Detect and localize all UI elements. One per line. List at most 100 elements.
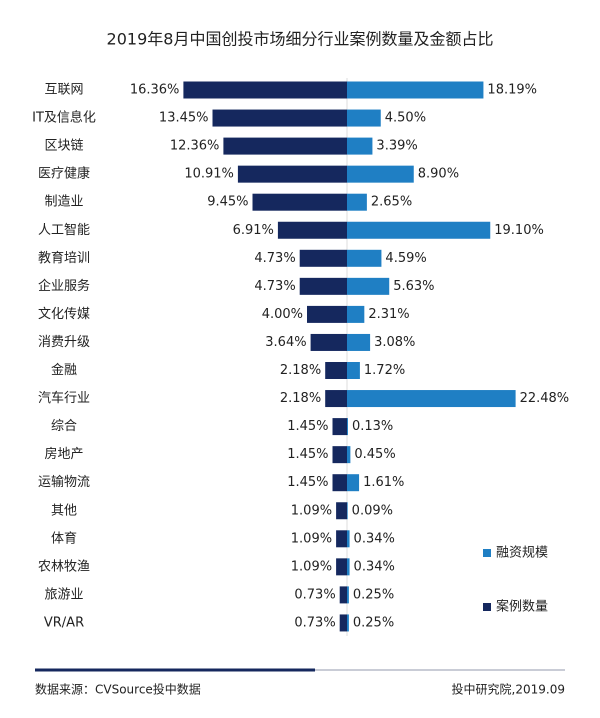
category-label: 企业服务	[38, 278, 90, 294]
value-label: 3.08%	[374, 335, 415, 350]
category-label: VR/AR	[44, 615, 84, 630]
bar	[347, 446, 351, 464]
category-label: 金融	[51, 362, 77, 378]
category-label: 运输物流	[38, 474, 90, 490]
bar	[347, 109, 381, 127]
category-label: 农林牧渔	[38, 559, 90, 574]
value-label: 22.48%	[520, 391, 570, 406]
value-label: 4.73%	[254, 279, 295, 294]
bar	[299, 277, 347, 295]
category-label: 房地产	[44, 446, 83, 462]
bar	[347, 277, 390, 295]
value-label: 4.73%	[254, 251, 295, 266]
category-label: 文化传媒	[38, 307, 90, 322]
value-label: 9.45%	[207, 195, 248, 210]
bar	[212, 109, 347, 127]
bar	[347, 165, 414, 183]
value-label: 0.34%	[354, 559, 395, 574]
category-label: 医疗健康	[38, 166, 90, 182]
category-label: 人工智能	[38, 223, 90, 238]
value-label: 1.72%	[364, 363, 405, 378]
value-label: 5.63%	[393, 279, 434, 294]
bar	[347, 614, 349, 632]
legend-swatch	[483, 549, 491, 557]
legend-label: 案例数量	[496, 600, 548, 615]
category-label: 教育培训	[38, 250, 90, 266]
value-label: 2.65%	[371, 195, 412, 210]
legend-swatch	[483, 603, 491, 611]
value-label: 1.45%	[287, 475, 328, 490]
value-label: 4.50%	[385, 111, 426, 126]
category-label: IT及信息化	[32, 110, 96, 126]
value-label: 1.45%	[287, 447, 328, 462]
source: 数据来源：CVSource投中数据	[35, 682, 201, 697]
value-label: 0.25%	[353, 587, 394, 602]
bar	[339, 586, 347, 604]
bar	[336, 502, 347, 520]
value-label: 0.25%	[353, 615, 394, 630]
bar	[347, 586, 349, 604]
category-label: 消费升级	[38, 335, 90, 350]
category-label: 互联网	[44, 83, 83, 98]
value-label: 1.45%	[287, 419, 328, 434]
bar	[347, 418, 348, 436]
credit: 投中研究院,2019.09	[452, 682, 565, 697]
value-label: 19.10%	[494, 223, 544, 238]
bar	[347, 193, 367, 211]
bar	[325, 390, 347, 408]
value-label: 12.36%	[170, 139, 220, 154]
value-label: 0.09%	[352, 503, 393, 518]
bar	[347, 333, 371, 351]
value-label: 2.18%	[280, 363, 321, 378]
category-label: 区块链	[44, 139, 83, 154]
bar	[237, 165, 347, 183]
value-label: 4.59%	[385, 251, 426, 266]
value-label: 10.91%	[184, 167, 234, 182]
bar	[347, 502, 348, 520]
bar	[336, 558, 347, 576]
bar	[277, 221, 347, 239]
category-label: 体育	[51, 530, 77, 546]
value-label: 16.36%	[130, 83, 180, 98]
bar	[332, 418, 347, 436]
value-label: 6.91%	[233, 223, 274, 238]
value-label: 2.18%	[280, 391, 321, 406]
category-label: 旅游业	[44, 587, 83, 602]
bar	[347, 530, 350, 548]
value-label: 1.09%	[291, 503, 332, 518]
value-label: 0.73%	[294, 615, 335, 630]
value-label: 3.39%	[376, 139, 417, 154]
bar	[347, 81, 484, 99]
value-label: 1.61%	[363, 475, 404, 490]
bar	[223, 137, 347, 155]
bar	[183, 81, 347, 99]
bar	[347, 362, 360, 379]
bar	[347, 390, 516, 408]
category-label: 综合	[51, 419, 77, 434]
value-label: 2.31%	[368, 307, 409, 322]
value-label: 0.73%	[294, 587, 335, 602]
bar	[332, 474, 347, 492]
category-label: 其他	[51, 503, 77, 518]
category-label: 汽车行业	[38, 390, 90, 406]
bar	[336, 530, 347, 548]
value-label: 0.34%	[354, 531, 395, 546]
bar	[307, 305, 347, 323]
value-label: 4.00%	[262, 307, 303, 322]
value-label: 1.09%	[291, 531, 332, 546]
bar	[332, 446, 347, 464]
bar	[347, 249, 382, 267]
bar	[347, 474, 360, 492]
bar	[325, 362, 347, 379]
legend-label: 融资规模	[496, 546, 548, 561]
value-label: 13.45%	[159, 111, 209, 126]
bar	[310, 333, 347, 351]
value-label: 18.19%	[487, 83, 537, 98]
chart-title: 2019年8月中国创投市场细分行业案例数量及金额占比	[107, 30, 494, 49]
value-label: 8.90%	[418, 167, 459, 182]
value-label: 0.45%	[354, 447, 395, 462]
bar	[339, 614, 347, 632]
bar	[252, 193, 347, 211]
value-label: 0.13%	[352, 419, 393, 434]
